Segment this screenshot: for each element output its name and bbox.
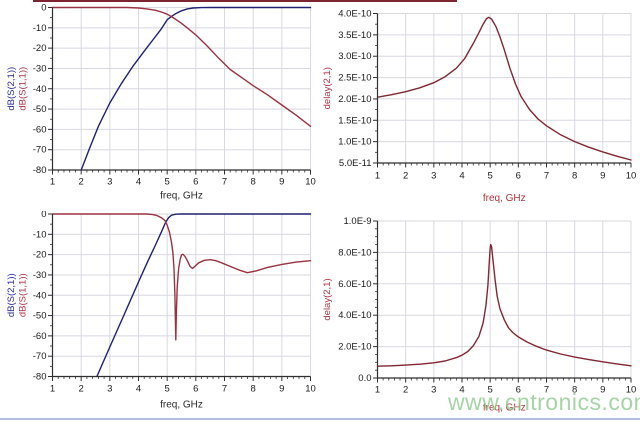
y-axis-title: dB(S(2,1))	[6, 67, 17, 111]
y-tick-label: 5.0E-11	[339, 158, 372, 169]
x-tick-label: 3	[431, 171, 436, 182]
x-tick-label: 10	[626, 385, 637, 396]
x-tick-label: 2	[403, 385, 408, 396]
y-tick-label: -70	[33, 351, 47, 362]
y-tick-label: 0.0	[358, 373, 371, 384]
y-tick-label: -20	[33, 43, 47, 54]
x-tick-label: 2	[79, 384, 84, 395]
x-tick-label: 7	[544, 171, 549, 182]
y-tick-label: -10	[33, 229, 47, 240]
y-axis-title: delay(2,1)	[322, 67, 333, 109]
trace-dB(S(1,1))	[51, 6, 312, 128]
x-axis-title: freq, GHz	[160, 191, 203, 202]
trace-delay(2,1)	[376, 16, 632, 161]
x-tick-label: 8	[572, 385, 577, 396]
bottom-border-line	[0, 418, 640, 420]
trace-dB(S(2,1))	[96, 213, 312, 378]
y-tick-label: -50	[33, 104, 47, 115]
x-tick-label: 9	[600, 385, 605, 396]
x-tick-label: 1	[50, 177, 55, 188]
x-tick-label: 1	[50, 384, 55, 395]
y-tick-label: -30	[33, 63, 47, 74]
y-tick-label: -30	[33, 270, 47, 281]
x-tick-label: 9	[279, 177, 284, 188]
x-tick-label: 2	[403, 171, 408, 182]
x-tick-label: 5	[488, 171, 493, 182]
x-tick-label: 8	[251, 177, 256, 188]
x-tick-label: 4	[459, 171, 464, 182]
y-tick-label: 1.0E-10	[338, 137, 371, 148]
y-tick-label: -70	[33, 145, 47, 156]
x-tick-label: 3	[107, 384, 112, 395]
y-tick-label: 1.5E-10	[338, 115, 371, 126]
chart-highpass2-sparams: 1 2 3 4 5 6 7 8 9 10 0 -10 -20 -30 -40 -50 -60 -70 -80 freq…	[6, 211, 316, 411]
y-tick-label: 8.0E-10	[338, 247, 371, 258]
trace-dB(S(2,1))	[80, 6, 312, 171]
x-tick-label: 1	[375, 171, 380, 182]
y-tick-label: 3.5E-10	[338, 30, 371, 41]
y-tick-label: -40	[33, 290, 47, 301]
x-tick-label: 10	[626, 171, 637, 182]
x-tick-label: 10	[305, 177, 316, 188]
y-axis-title: delay(2,1)	[322, 278, 333, 320]
x-tick-label: 3	[431, 385, 436, 396]
x-tick-label: 6	[516, 171, 521, 182]
y-tick-label: -60	[33, 331, 47, 342]
x-tick-label: 8	[572, 171, 577, 182]
chart-highpass1-delay: 1 2 3 4 5 6 7 8 9 10 4.0E-10 3.5E-10 3.0E-10 2.5E-10 2…	[322, 9, 637, 205]
x-tick-label: 5	[488, 385, 493, 396]
x-tick-label: 6	[193, 177, 198, 188]
x-tick-label: 5	[165, 177, 170, 188]
x-tick-label: 7	[222, 384, 227, 395]
y-tick-label: 6.0E-10	[338, 279, 371, 290]
y-tick-label: 2.5E-10	[338, 73, 371, 84]
x-axis-title: freq, GHz	[483, 403, 526, 414]
y-tick-label: 2.0E-10	[338, 94, 371, 105]
x-tick-label: 5	[165, 384, 170, 395]
x-tick-label: 9	[279, 384, 284, 395]
x-axis-title: freq, GHz	[160, 400, 203, 411]
trace-delay(2,1)	[376, 243, 632, 367]
trace-dB(S(1,1))	[51, 213, 312, 341]
y-tick-label: -10	[33, 23, 47, 34]
top-crop-line	[33, 0, 457, 2]
x-tick-label: 2	[79, 177, 84, 188]
chart-highpass1-sparams: 1 2 3 4 5 6 7 8 9 10 0 -10 -20 -30 -40 -50 -60 -70 -80 freq…	[6, 3, 316, 202]
y-tick-label: 1.0E-9	[344, 216, 372, 227]
y-tick-label: 0	[41, 211, 46, 220]
y-tick-label: -80	[33, 165, 47, 176]
y-axis-title: dB(S(1,1))	[18, 273, 29, 317]
y-tick-label: -80	[33, 372, 47, 383]
x-tick-label: 4	[136, 384, 141, 395]
x-tick-label: 7	[222, 177, 227, 188]
x-tick-label: 6	[516, 385, 521, 396]
x-tick-label: 8	[251, 384, 256, 395]
x-axis-title: freq, GHz	[483, 193, 526, 204]
y-tick-label: 0	[41, 3, 46, 14]
chart-highpass2-delay: 1 2 3 4 5 6 7 8 9 10 1.0E-9 8.0E-10 6.0E-10 4.0E-10 2.…	[322, 216, 637, 414]
watermark: www.cntronics.com	[448, 389, 640, 415]
x-tick-label: 4	[459, 385, 464, 396]
y-tick-label: 3.0E-10	[338, 51, 371, 62]
x-tick-label: 1	[375, 385, 380, 396]
x-tick-label: 3	[107, 177, 112, 188]
y-axis-title: dB(S(2,1))	[6, 273, 17, 317]
y-tick-label: -40	[33, 84, 47, 95]
x-tick-label: 9	[600, 171, 605, 182]
y-tick-label: -60	[33, 124, 47, 135]
y-axis-title: dB(S(1,1))	[18, 67, 29, 111]
y-tick-label: 4.0E-10	[338, 310, 371, 321]
x-tick-label: 6	[193, 384, 198, 395]
x-tick-label: 7	[544, 385, 549, 396]
y-tick-label: 4.0E-10	[338, 9, 371, 20]
y-tick-label: -20	[33, 250, 47, 261]
x-tick-label: 4	[136, 177, 141, 188]
y-tick-label: 2.0E-10	[338, 342, 371, 353]
y-tick-label: -50	[33, 311, 47, 322]
x-tick-label: 10	[305, 384, 316, 395]
